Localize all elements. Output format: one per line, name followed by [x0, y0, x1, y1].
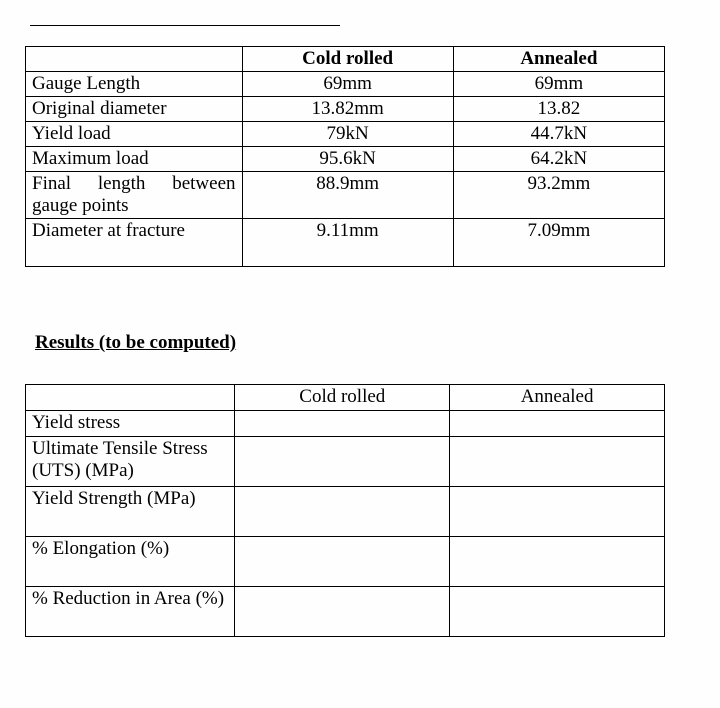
row-value: 9.11mm [242, 219, 453, 267]
row-value [235, 537, 450, 587]
table-header-row: Cold rolled Annealed [26, 385, 665, 411]
table-row: Diameter at fracture 9.11mm 7.09mm [26, 219, 665, 267]
row-label: Original diameter [26, 97, 243, 122]
header-annealed: Annealed [453, 47, 664, 72]
table-header-row: Cold rolled Annealed [26, 47, 665, 72]
table-row: Yield load 79kN 44.7kN [26, 122, 665, 147]
table-row: Original diameter 13.82mm 13.82 [26, 97, 665, 122]
underline-rule [30, 25, 340, 26]
row-value: 79kN [242, 122, 453, 147]
row-value: 13.82 [453, 97, 664, 122]
row-label: Maximum load [26, 147, 243, 172]
row-label: Diameter at fracture [26, 219, 243, 267]
data-table-1: Cold rolled Annealed Gauge Length 69mm 6… [25, 46, 665, 267]
row-value: 44.7kN [453, 122, 664, 147]
row-value [235, 587, 450, 637]
table-row: Ultimate Tensile Stress (UTS) (MPa) [26, 437, 665, 487]
table-row: Maximum load 95.6kN 64.2kN [26, 147, 665, 172]
table-row: % Reduction in Area (%) [26, 587, 665, 637]
row-value: 93.2mm [453, 172, 664, 219]
row-label: % Reduction in Area (%) [26, 587, 235, 637]
row-value [450, 587, 665, 637]
header-cold-rolled: Cold rolled [242, 47, 453, 72]
header-empty [26, 47, 243, 72]
row-value: 69mm [242, 72, 453, 97]
row-value: 13.82mm [242, 97, 453, 122]
row-value [450, 487, 665, 537]
row-label: Yield Strength (MPa) [26, 487, 235, 537]
row-value [450, 537, 665, 587]
row-label: Yield stress [26, 411, 235, 437]
table-row: % Elongation (%) [26, 537, 665, 587]
row-value [235, 437, 450, 487]
table-row: Yield Strength (MPa) [26, 487, 665, 537]
row-value [235, 411, 450, 437]
results-heading: Results (to be computed) [35, 332, 690, 354]
row-value: 69mm [453, 72, 664, 97]
row-label: Gauge Length [26, 72, 243, 97]
row-value: 95.6kN [242, 147, 453, 172]
table-row: Yield stress [26, 411, 665, 437]
row-value [235, 487, 450, 537]
row-value: 88.9mm [242, 172, 453, 219]
table-row: Gauge Length 69mm 69mm [26, 72, 665, 97]
row-label: Ultimate Tensile Stress (UTS) (MPa) [26, 437, 235, 487]
row-label: Final length between gauge points [26, 172, 243, 219]
row-value: 64.2kN [453, 147, 664, 172]
header-cold-rolled: Cold rolled [235, 385, 450, 411]
row-label: Yield load [26, 122, 243, 147]
table-row: Final length between gauge points 88.9mm… [26, 172, 665, 219]
results-table: Cold rolled Annealed Yield stress Ultima… [25, 384, 665, 637]
row-value [450, 437, 665, 487]
row-value [450, 411, 665, 437]
row-value: 7.09mm [453, 219, 664, 267]
row-label: % Elongation (%) [26, 537, 235, 587]
header-annealed: Annealed [450, 385, 665, 411]
header-empty [26, 385, 235, 411]
